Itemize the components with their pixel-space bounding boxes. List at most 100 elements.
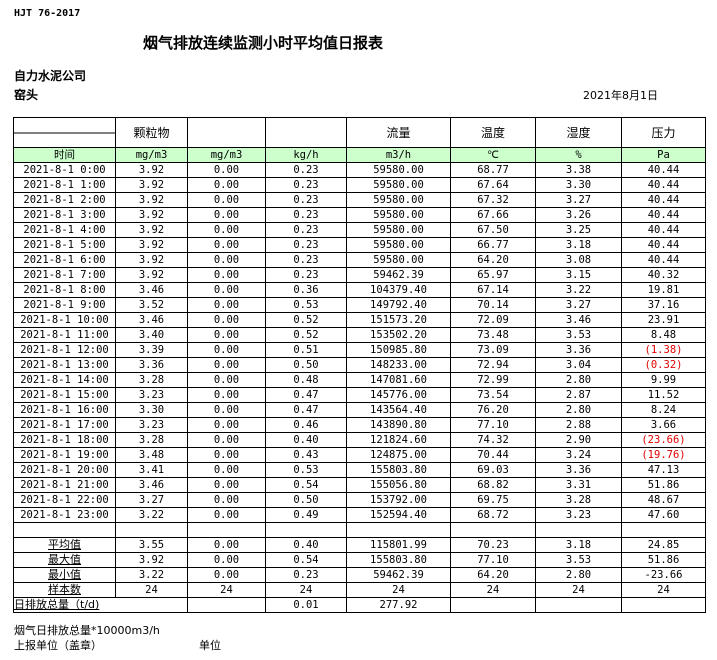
value-cell: 59462.39 [346, 267, 451, 283]
value-cell: 0.46 [265, 417, 347, 433]
table-row: 2021-8-1 4:00 3.92 0.00 0.23 59580.00 67.50 3.… [13, 222, 706, 238]
value-cell: 3.22 [115, 507, 188, 523]
value-cell: 0.00 [187, 507, 266, 523]
report-unit-label: 上报单位（盖章） [14, 639, 102, 652]
value-cell: 3.92 [115, 237, 188, 253]
value-cell: 66.77 [450, 237, 536, 253]
stat-value: 24.85 [621, 537, 706, 553]
value-cell: 48.67 [621, 492, 706, 508]
value-cell: 68.72 [450, 507, 536, 523]
value-cell: 40.44 [621, 207, 706, 223]
value-cell: 3.28 [535, 492, 622, 508]
column-header [13, 117, 116, 148]
value-cell: 3.23 [535, 507, 622, 523]
daily-total-value [621, 597, 706, 613]
value-cell: 74.32 [450, 432, 536, 448]
value-cell: (0.32) [621, 357, 706, 373]
table-row: 2021-8-1 3:00 3.92 0.00 0.23 59580.00 67.66 3.… [13, 207, 706, 223]
value-cell: 0.00 [187, 492, 266, 508]
value-cell: 3.25 [535, 222, 622, 238]
value-cell: 3.30 [115, 402, 188, 418]
value-cell: 3.48 [115, 447, 188, 463]
value-cell: 3.92 [115, 162, 188, 178]
time-cell: 2021-8-1 0:00 [13, 162, 116, 178]
value-cell: 3.66 [621, 417, 706, 433]
stat-value: 3.53 [535, 552, 622, 568]
value-cell: 40.44 [621, 162, 706, 178]
value-cell: 2.80 [535, 372, 622, 388]
time-cell: 2021-8-1 3:00 [13, 207, 116, 223]
value-cell: 0.00 [187, 342, 266, 358]
company-name: 自力水泥公司 [14, 69, 87, 83]
value-cell: 8.24 [621, 402, 706, 418]
value-cell: 73.48 [450, 327, 536, 343]
time-cell: 2021-8-1 11:00 [13, 327, 116, 343]
value-cell: 0.00 [187, 267, 266, 283]
table-row: 2021-8-1 17:00 3.23 0.00 0.46 143890.80 77.10… [13, 417, 706, 433]
time-cell: 2021-8-1 18:00 [13, 432, 116, 448]
value-cell: 67.14 [450, 282, 536, 298]
value-cell: 0.52 [265, 327, 347, 343]
stats-row: 最大值 3.92 0.00 0.54 155803.80 77.10 3.53 51.86 [13, 552, 706, 568]
value-cell: 155803.80 [346, 462, 451, 478]
stat-value: 0.23 [265, 567, 347, 583]
table-row: 2021-8-1 5:00 3.92 0.00 0.23 59580.00 66.77 3.… [13, 237, 706, 253]
stat-value: 3.18 [535, 537, 622, 553]
table-row: 2021-8-1 12:00 3.39 0.00 0.51 150985.80 73.09… [13, 342, 706, 358]
value-cell: 145776.00 [346, 387, 451, 403]
daily-total-value [187, 597, 266, 613]
value-cell: 0.54 [265, 477, 347, 493]
stat-value: 64.20 [450, 567, 536, 583]
table-row: 2021-8-1 21:00 3.46 0.00 0.54 155056.80 68.82… [13, 477, 706, 493]
value-cell: 59580.00 [346, 252, 451, 268]
time-cell: 2021-8-1 22:00 [13, 492, 116, 508]
blank-cell [13, 522, 116, 538]
stats-row: 最小值 3.22 0.00 0.23 59462.39 64.20 2.80 -23.66 [13, 567, 706, 583]
value-cell: 3.46 [115, 282, 188, 298]
time-cell: 2021-8-1 17:00 [13, 417, 116, 433]
stat-label: 平均值 [13, 537, 116, 553]
value-cell: 0.48 [265, 372, 347, 388]
value-cell: 0.47 [265, 402, 347, 418]
value-cell: 3.04 [535, 357, 622, 373]
value-cell: (1.38) [621, 342, 706, 358]
blank-cell [187, 522, 266, 538]
value-cell: 3.40 [115, 327, 188, 343]
table-row: 2021-8-1 6:00 3.92 0.00 0.23 59580.00 64.20 3.… [13, 252, 706, 268]
value-cell: 0.50 [265, 492, 347, 508]
unit-cell: mg/m3 [187, 147, 266, 163]
value-cell: 3.92 [115, 207, 188, 223]
value-cell: 9.99 [621, 372, 706, 388]
value-cell: 3.15 [535, 267, 622, 283]
report-date: 2021年8月1日 [583, 89, 658, 102]
value-cell: 3.31 [535, 477, 622, 493]
value-cell: 0.00 [187, 357, 266, 373]
value-cell: 3.08 [535, 252, 622, 268]
value-cell: 0.00 [187, 237, 266, 253]
value-cell: (23.66) [621, 432, 706, 448]
stat-value: 0.00 [187, 567, 266, 583]
value-cell: 0.23 [265, 267, 347, 283]
time-cell: 2021-8-1 15:00 [13, 387, 116, 403]
column-header: 湿度 [535, 117, 622, 148]
value-cell: 72.99 [450, 372, 536, 388]
value-cell: 40.44 [621, 222, 706, 238]
stat-value: 51.86 [621, 552, 706, 568]
unit-cell: kg/h [265, 147, 347, 163]
column-header: 流量 [346, 117, 451, 148]
value-cell: 3.92 [115, 267, 188, 283]
table-row: 2021-8-1 14:00 3.28 0.00 0.48 147081.60 72.99… [13, 372, 706, 388]
time-cell: 2021-8-1 5:00 [13, 237, 116, 253]
value-cell: 8.48 [621, 327, 706, 343]
time-cell: 2021-8-1 2:00 [13, 192, 116, 208]
value-cell: 153502.20 [346, 327, 451, 343]
value-cell: 0.00 [187, 372, 266, 388]
unit-cell: % [535, 147, 622, 163]
column-header: 压力 [621, 117, 706, 148]
value-cell: 47.13 [621, 462, 706, 478]
value-cell: 70.44 [450, 447, 536, 463]
value-cell: 69.03 [450, 462, 536, 478]
value-cell: 0.23 [265, 162, 347, 178]
standard-code: HJT 76-2017 [14, 8, 81, 19]
value-cell: 40.32 [621, 267, 706, 283]
